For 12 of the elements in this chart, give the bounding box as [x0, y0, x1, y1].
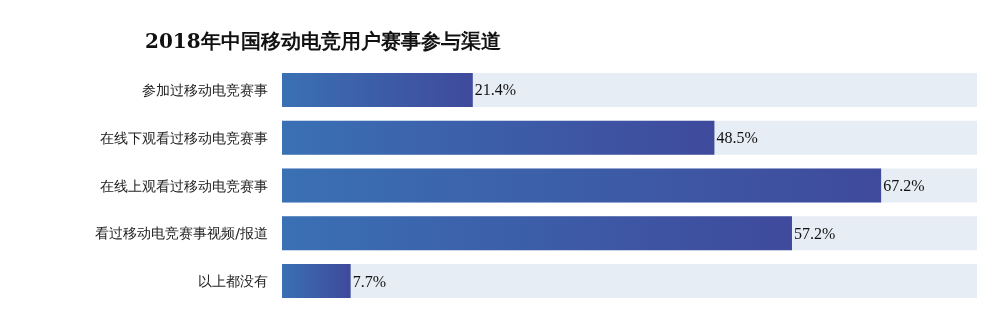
y-tick-label: 参加过移动电竞赛事	[142, 81, 268, 98]
data-label: 48.5%	[716, 129, 758, 147]
bar	[282, 264, 351, 299]
data-label: 67.2%	[883, 177, 925, 194]
y-tick-label: 在线上观看过移动电竞赛事	[100, 177, 268, 194]
y-tick-label: 看过移动电竞赛事视频/报道	[95, 225, 268, 242]
y-tick-label: 以上都没有	[198, 273, 268, 290]
data-label: 7.7%	[352, 272, 386, 290]
chart-title: 2018年中国移动电竞用户赛事参与渠道	[145, 29, 501, 53]
y-tick-label: 在线下观看过移动电竞赛事	[100, 129, 268, 146]
data-label: 21.4%	[474, 81, 517, 99]
data-label: 57.2%	[793, 224, 836, 242]
